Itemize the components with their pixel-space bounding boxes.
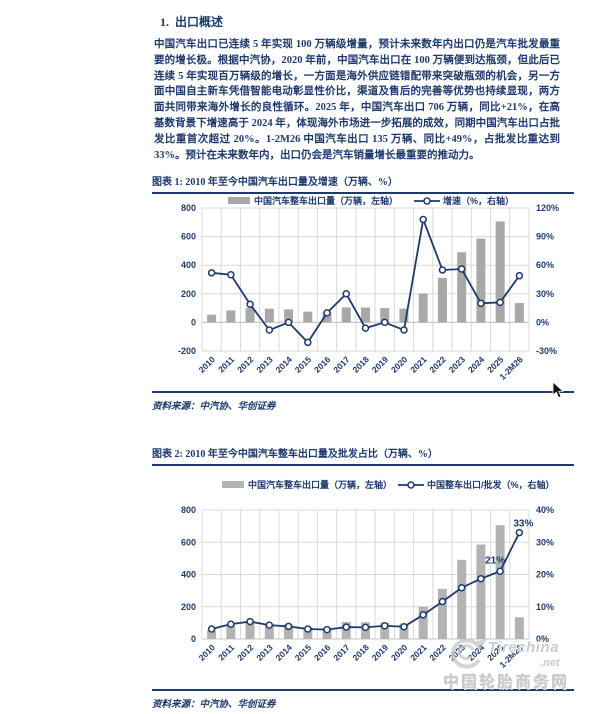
svg-text:20%: 20% [536, 570, 554, 580]
svg-text:2021: 2021 [408, 642, 429, 663]
svg-text:2013: 2013 [254, 642, 275, 663]
svg-text:中国汽车整车出口量（万辆，左轴）: 中国汽车整车出口量（万辆，左轴） [254, 195, 398, 206]
svg-text:2018: 2018 [350, 642, 371, 663]
bar-series [207, 221, 524, 323]
svg-text:增速（%，右轴）: 增速（%，右轴） [443, 195, 514, 206]
svg-text:0: 0 [191, 317, 196, 327]
svg-text:2024: 2024 [466, 642, 487, 663]
svg-text:800: 800 [181, 505, 196, 515]
svg-text:2014: 2014 [274, 354, 295, 375]
svg-text:2010: 2010 [197, 642, 218, 663]
svg-text:2011: 2011 [216, 354, 236, 374]
chart-legend: 中国汽车整车出口量（万辆，左轴） 增速（%，右轴） [228, 195, 514, 206]
svg-text:-200: -200 [178, 346, 196, 356]
svg-text:400: 400 [181, 570, 196, 580]
line-series [207, 528, 524, 634]
svg-text:2014: 2014 [274, 642, 295, 663]
svg-text:2023: 2023 [447, 354, 468, 375]
svg-text:2010: 2010 [197, 354, 218, 375]
section-heading: 1. 出口概述 [160, 15, 224, 29]
mouse-cursor-icon [552, 382, 564, 399]
svg-text:2019: 2019 [370, 354, 391, 375]
svg-text:2020: 2020 [389, 354, 410, 375]
svg-text:2013: 2013 [254, 354, 275, 375]
svg-text:2011: 2011 [216, 642, 236, 662]
svg-text:600: 600 [181, 232, 196, 242]
figure2-source: 资料来源：中汽协、华创证券 [152, 689, 574, 710]
svg-text:30%: 30% [536, 289, 554, 299]
point-label: 21% [485, 555, 505, 566]
svg-text:2017: 2017 [331, 642, 352, 663]
svg-text:2022: 2022 [427, 642, 448, 663]
svg-text:600: 600 [181, 537, 196, 547]
axis-labels: 800 600 400 200 0 40% 30% 20% 10% 0% [181, 505, 554, 644]
svg-text:2016: 2016 [312, 354, 333, 375]
body-paragraph: 中国汽车出口已连续 5 年实现 100 万辆级增量，预计未来数年内出口仍是汽车批… [154, 39, 560, 161]
svg-text:2023: 2023 [447, 642, 468, 663]
svg-text:2022: 2022 [427, 354, 448, 375]
svg-text:0: 0 [191, 634, 196, 644]
svg-text:90%: 90% [536, 232, 554, 242]
svg-text:2015: 2015 [293, 642, 314, 663]
svg-text:2018: 2018 [350, 354, 371, 375]
category-labels: 2010 201120122013201420152016201720182019… [197, 354, 525, 382]
svg-text:中国汽车整车出口量（万辆，左轴）: 中国汽车整车出口量（万辆，左轴） [248, 479, 392, 490]
figure1-title-text: 图表 1: 2010 年至今中国汽车出口量及增速（万辆、%） [152, 177, 398, 188]
line-series [207, 215, 524, 347]
svg-text:2020: 2020 [389, 642, 410, 663]
chart-legend: 中国汽车整车出口量（万辆，左轴） 中国整车出口/批发（%，右轴） [222, 479, 555, 490]
svg-text:120%: 120% [536, 203, 559, 213]
svg-text:60%: 60% [536, 260, 554, 270]
svg-text:0%: 0% [536, 634, 549, 644]
svg-text:2015: 2015 [293, 354, 314, 375]
svg-text:30%: 30% [536, 537, 554, 547]
svg-text:2012: 2012 [235, 354, 256, 375]
svg-text:-30%: -30% [536, 346, 557, 356]
svg-text:0%: 0% [536, 317, 549, 327]
figure2-title: 图表 2: 2010 年至今中国汽车整车出口量及批发占比（万辆、%） [152, 445, 574, 466]
svg-text:400: 400 [181, 260, 196, 270]
svg-text:200: 200 [181, 289, 196, 299]
figure1-chart: 800 600 400 200 0 -200 120% 90% 60% 30% 0% -30% 2010… [178, 195, 559, 382]
svg-text:200: 200 [181, 602, 196, 612]
point-label: 33% [513, 519, 533, 530]
category-labels: 2010 201120122013201420152016201720182019… [197, 642, 525, 670]
svg-text:2012: 2012 [235, 642, 256, 663]
svg-text:800: 800 [181, 203, 196, 213]
svg-text:2019: 2019 [370, 642, 391, 663]
svg-text:2024: 2024 [466, 354, 487, 375]
svg-text:2021: 2021 [408, 354, 429, 375]
figure1-title: 图表 1: 2010 年至今中国汽车出口量及增速（万辆、%） [152, 173, 574, 194]
svg-text:40%: 40% [536, 505, 554, 515]
figure2-title-text: 图表 2: 2010 年至今中国汽车整车出口量及批发占比（万辆、%） [152, 449, 438, 460]
figure1-source: 资料来源：中汽协、华创证券 [152, 391, 574, 412]
svg-text:2017: 2017 [331, 354, 352, 375]
axis-labels: 800 600 400 200 0 -200 120% 90% 60% 30% 0% -30% [178, 203, 559, 356]
svg-text:10%: 10% [536, 602, 554, 612]
svg-text:中国整车出口/批发（%，右轴）: 中国整车出口/批发（%，右轴） [427, 479, 555, 490]
svg-text:2016: 2016 [312, 642, 333, 663]
